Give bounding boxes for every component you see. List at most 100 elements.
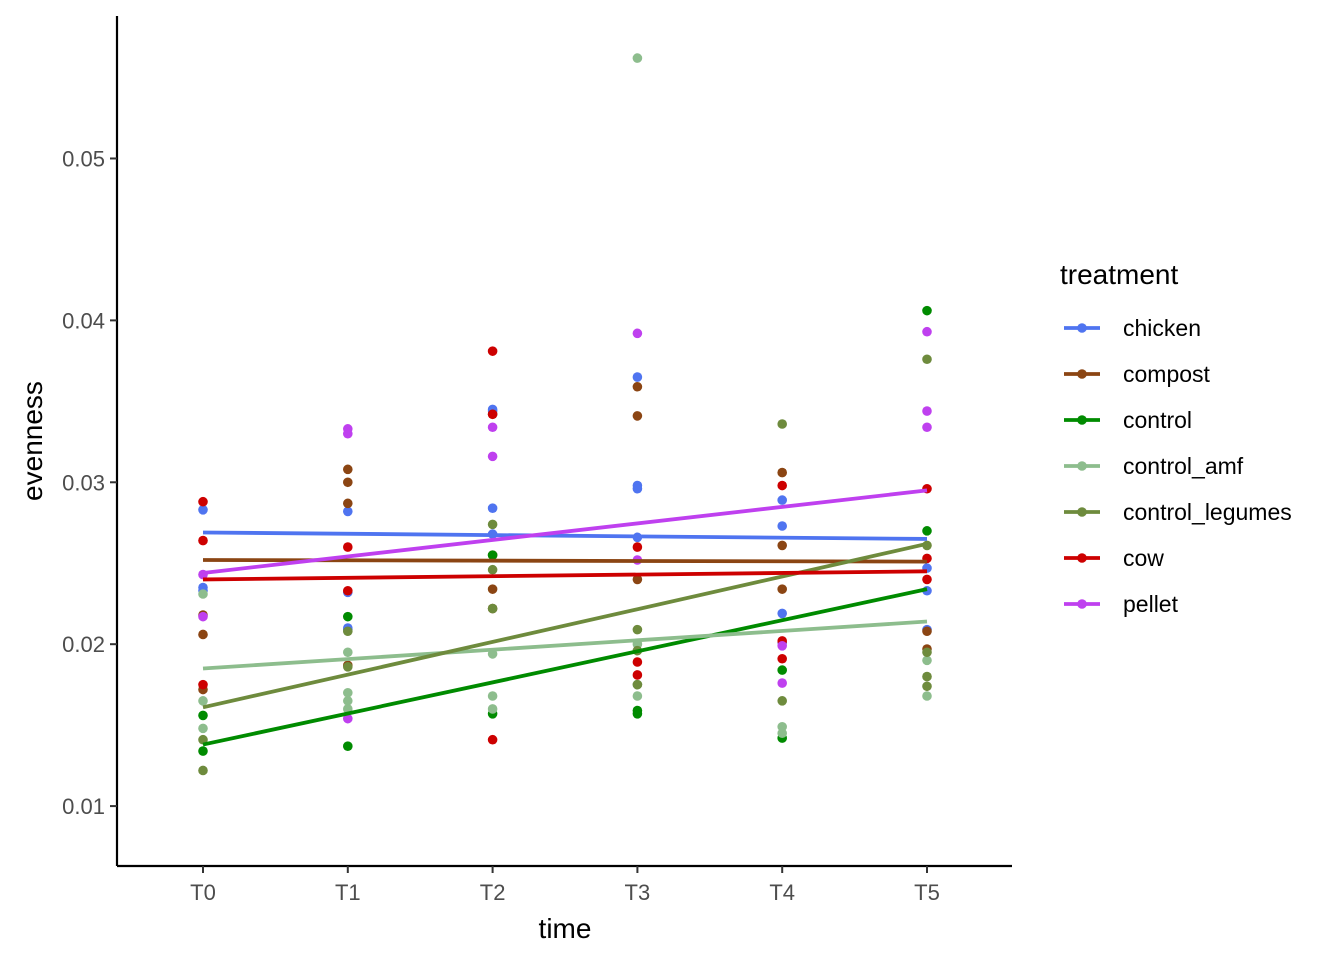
y-tick-label: 0.03 [62, 470, 105, 495]
x-tick-label: T1 [335, 880, 361, 905]
legend-key-point [1077, 553, 1087, 563]
data-point-pellet [922, 422, 932, 433]
data-point-compost [777, 467, 787, 478]
x-tick-label: T4 [769, 880, 795, 905]
data-point-cow [632, 542, 643, 552]
data-point-chicken [198, 505, 208, 515]
data-point-chicken [343, 506, 353, 517]
data-point-control_amf [198, 696, 208, 706]
legend-item-cow: cow [1064, 545, 1164, 571]
data-point-chicken [777, 495, 787, 505]
data-point-pellet [922, 406, 932, 416]
data-point-control [198, 746, 208, 756]
data-point-control_legumes [343, 662, 353, 672]
legend-key-point [1077, 507, 1087, 517]
data-point-pellet [343, 428, 353, 439]
data-point-control_amf [343, 687, 353, 698]
trend-line-control_amf [202, 619, 928, 671]
data-point-cow [487, 409, 498, 420]
data-point-control_amf [343, 696, 353, 706]
data-point-control_amf [777, 728, 787, 739]
data-point-chicken [777, 521, 787, 531]
data-point-control [632, 709, 643, 719]
data-point-control [487, 550, 498, 560]
data-point-control [198, 710, 208, 721]
data-point-pellet [198, 611, 208, 622]
y-tick-label: 0.01 [62, 794, 105, 819]
data-point-control_legumes [632, 624, 643, 635]
x-tick-label: T2 [480, 880, 506, 905]
data-point-control_amf [198, 589, 208, 599]
y-axis-title: evenness [17, 381, 48, 501]
data-point-compost [487, 584, 498, 594]
data-point-compost [343, 498, 353, 509]
data-point-control_amf [922, 655, 932, 666]
data-point-control_amf [632, 691, 643, 701]
data-point-compost [922, 626, 932, 637]
x-tick-label: T0 [190, 880, 216, 905]
legend-key-point [1077, 323, 1087, 333]
data-point-pellet [343, 713, 353, 724]
data-point-control_amf [487, 691, 498, 701]
legend-item-chicken: chicken [1064, 315, 1201, 341]
data-point-control_legumes [922, 681, 932, 692]
data-point-control_amf [198, 723, 208, 734]
trend-line-pellet [202, 488, 928, 575]
trend-line-control_legumes [202, 541, 928, 710]
data-point-control [922, 305, 932, 316]
data-point-cow [632, 670, 643, 680]
data-point-chicken [632, 372, 643, 382]
data-point-compost [632, 574, 643, 585]
data-point-pellet [487, 422, 498, 433]
y-tick-label: 0.04 [62, 308, 105, 333]
data-point-pellet [632, 328, 643, 339]
legend-key-point [1077, 599, 1087, 609]
data-point-compost [632, 381, 643, 392]
legend-label: chicken [1123, 315, 1201, 341]
data-point-compost [777, 584, 787, 594]
data-point-pellet [777, 641, 787, 651]
legend-items: chicken compost control control_amf control_… [1064, 315, 1292, 617]
data-point-control_legumes [487, 519, 498, 530]
data-point-control_legumes [343, 626, 353, 637]
data-point-control_legumes [487, 564, 498, 575]
data-point-compost [198, 629, 208, 640]
plot-area [198, 53, 932, 776]
legend-item-control: control [1064, 407, 1192, 433]
legend-label: control_amf [1123, 453, 1244, 479]
legend-key-point [1077, 415, 1087, 425]
data-point-control_amf [343, 647, 353, 658]
legend-item-compost: compost [1064, 361, 1211, 387]
data-point-control_legumes [922, 647, 932, 658]
trend-lines [202, 488, 928, 747]
data-point-cow [343, 585, 353, 596]
data-point-control [343, 611, 353, 622]
data-point-control_amf [632, 53, 643, 63]
legend-label: control_legumes [1123, 499, 1292, 525]
legend-label: cow [1123, 545, 1164, 571]
data-point-pellet [922, 326, 932, 337]
data-point-cow [198, 535, 208, 546]
legend-item-control_legumes: control_legumes [1064, 499, 1292, 525]
data-point-cow [198, 496, 208, 507]
x-tick-label: T3 [625, 880, 651, 905]
data-point-control [343, 741, 353, 751]
legend-key-point [1077, 461, 1087, 471]
data-point-cow [343, 542, 353, 552]
x-tick-label: T5 [914, 880, 940, 905]
data-point-cow [487, 734, 498, 745]
data-point-cow [922, 574, 932, 585]
data-point-cow [777, 480, 787, 491]
data-point-control [777, 665, 787, 675]
data-point-cow [487, 346, 498, 356]
data-point-control_legumes [922, 354, 932, 365]
trend-line-chicken [202, 530, 928, 541]
legend-label: compost [1123, 361, 1211, 387]
legend-item-control_amf: control_amf [1064, 453, 1244, 479]
data-point-control [922, 526, 932, 536]
data-point-cow [198, 679, 208, 690]
data-point-chicken [632, 483, 643, 494]
y-ticks: 0.01 0.02 0.03 0.04 0.05 [62, 146, 117, 819]
legend-label: control [1123, 407, 1192, 433]
